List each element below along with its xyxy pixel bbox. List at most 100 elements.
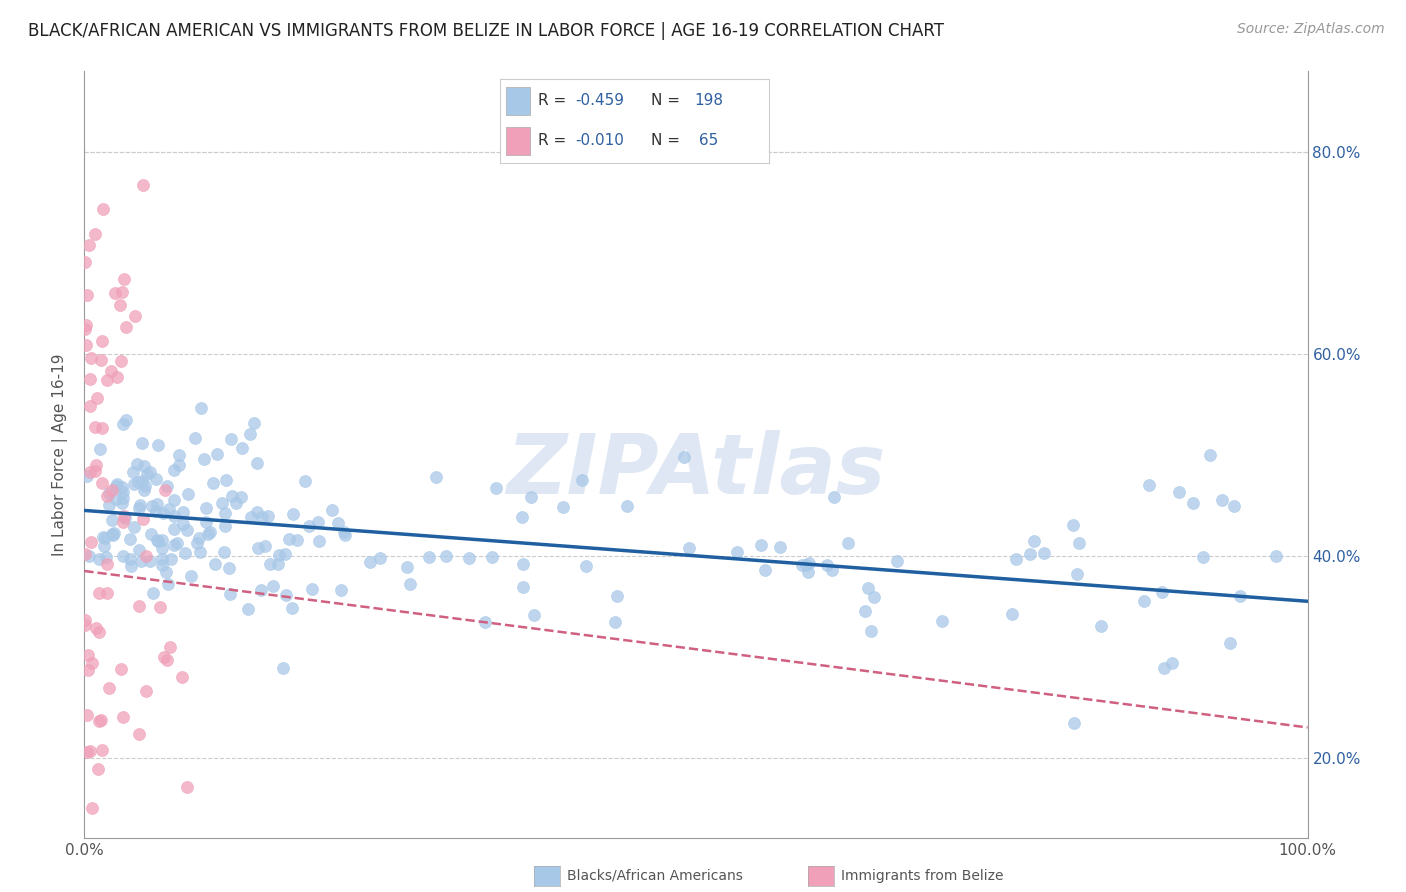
Point [97, 681, 120, 695]
Point [166, 536, 188, 550]
Point [246, 505, 269, 519]
Y-axis label: In Labor Force | Age 16-19: In Labor Force | Age 16-19 [52, 353, 69, 557]
Point [120, 532, 142, 546]
Point [1019, 547, 1042, 561]
Point [96, 558, 118, 572]
Point [308, 533, 330, 548]
Point [112, 484, 135, 499]
Point [128, 599, 150, 614]
Point [172, 505, 194, 519]
Point [76, 746, 98, 760]
Point [112, 515, 135, 529]
Point [134, 478, 156, 492]
Point [359, 555, 381, 569]
Point [73, 255, 96, 269]
Point [678, 541, 700, 555]
Point [124, 477, 146, 491]
Point [863, 590, 886, 604]
Point [100, 364, 122, 378]
Point [167, 448, 190, 462]
Point [91, 421, 114, 435]
Point [159, 640, 181, 654]
Point [1153, 661, 1175, 675]
Point [221, 489, 243, 503]
Point [101, 513, 124, 527]
Point [425, 470, 447, 484]
Point [86, 391, 108, 405]
Point [485, 481, 508, 495]
Point [796, 565, 818, 579]
Point [274, 547, 297, 561]
Point [194, 515, 217, 529]
Point [84, 621, 107, 635]
Point [163, 538, 186, 552]
Point [128, 501, 150, 516]
Point [112, 491, 135, 505]
Point [79, 399, 101, 413]
Point [249, 582, 271, 597]
Point [84, 464, 107, 478]
Point [152, 506, 174, 520]
Point [98, 499, 121, 513]
Point [326, 516, 349, 531]
Point [135, 683, 157, 698]
Point [75, 548, 97, 562]
Point [201, 476, 224, 491]
Point [124, 309, 146, 323]
Point [89, 442, 111, 456]
Text: ZIPAtlas: ZIPAtlas [506, 430, 886, 511]
Point [149, 600, 172, 615]
Point [108, 298, 131, 312]
Point [603, 615, 626, 630]
Point [163, 493, 186, 508]
Point [75, 318, 97, 332]
Point [90, 743, 112, 757]
Point [294, 475, 316, 489]
Point [98, 486, 121, 500]
Point [110, 662, 132, 676]
Point [177, 487, 200, 501]
Point [96, 489, 118, 503]
Text: Source: ZipAtlas.com: Source: ZipAtlas.com [1237, 22, 1385, 37]
Point [794, 558, 817, 573]
Point [141, 500, 163, 514]
Point [110, 480, 132, 494]
Point [219, 587, 242, 601]
Point [94, 549, 117, 564]
Point [1004, 552, 1026, 566]
Point [1265, 549, 1288, 563]
Point [172, 670, 194, 684]
Point [112, 549, 135, 564]
Point [176, 780, 198, 794]
Point [153, 483, 176, 497]
Point [250, 510, 273, 524]
Point [395, 559, 418, 574]
Point [155, 565, 177, 579]
Point [150, 533, 173, 547]
Point [211, 496, 233, 510]
Point [136, 467, 159, 482]
Point [1062, 517, 1084, 532]
Point [150, 552, 173, 566]
Point [749, 538, 772, 552]
Point [278, 532, 301, 546]
Point [125, 457, 148, 471]
Point [281, 600, 304, 615]
Point [418, 550, 440, 565]
Point [231, 442, 253, 456]
Point [1152, 584, 1174, 599]
Point [330, 583, 353, 598]
Point [112, 272, 135, 286]
Point [522, 607, 544, 622]
Point [101, 528, 124, 542]
Point [1022, 534, 1045, 549]
Point [145, 504, 167, 518]
Point [239, 427, 262, 442]
Point [90, 713, 112, 727]
Point [520, 491, 543, 505]
Point [146, 533, 169, 548]
Point [90, 353, 112, 368]
Point [131, 512, 153, 526]
Text: BLACK/AFRICAN AMERICAN VS IMMIGRANTS FROM BELIZE IN LABOR FORCE | AGE 16-19 CORR: BLACK/AFRICAN AMERICAN VS IMMIGRANTS FRO… [28, 22, 943, 40]
Point [246, 456, 269, 470]
